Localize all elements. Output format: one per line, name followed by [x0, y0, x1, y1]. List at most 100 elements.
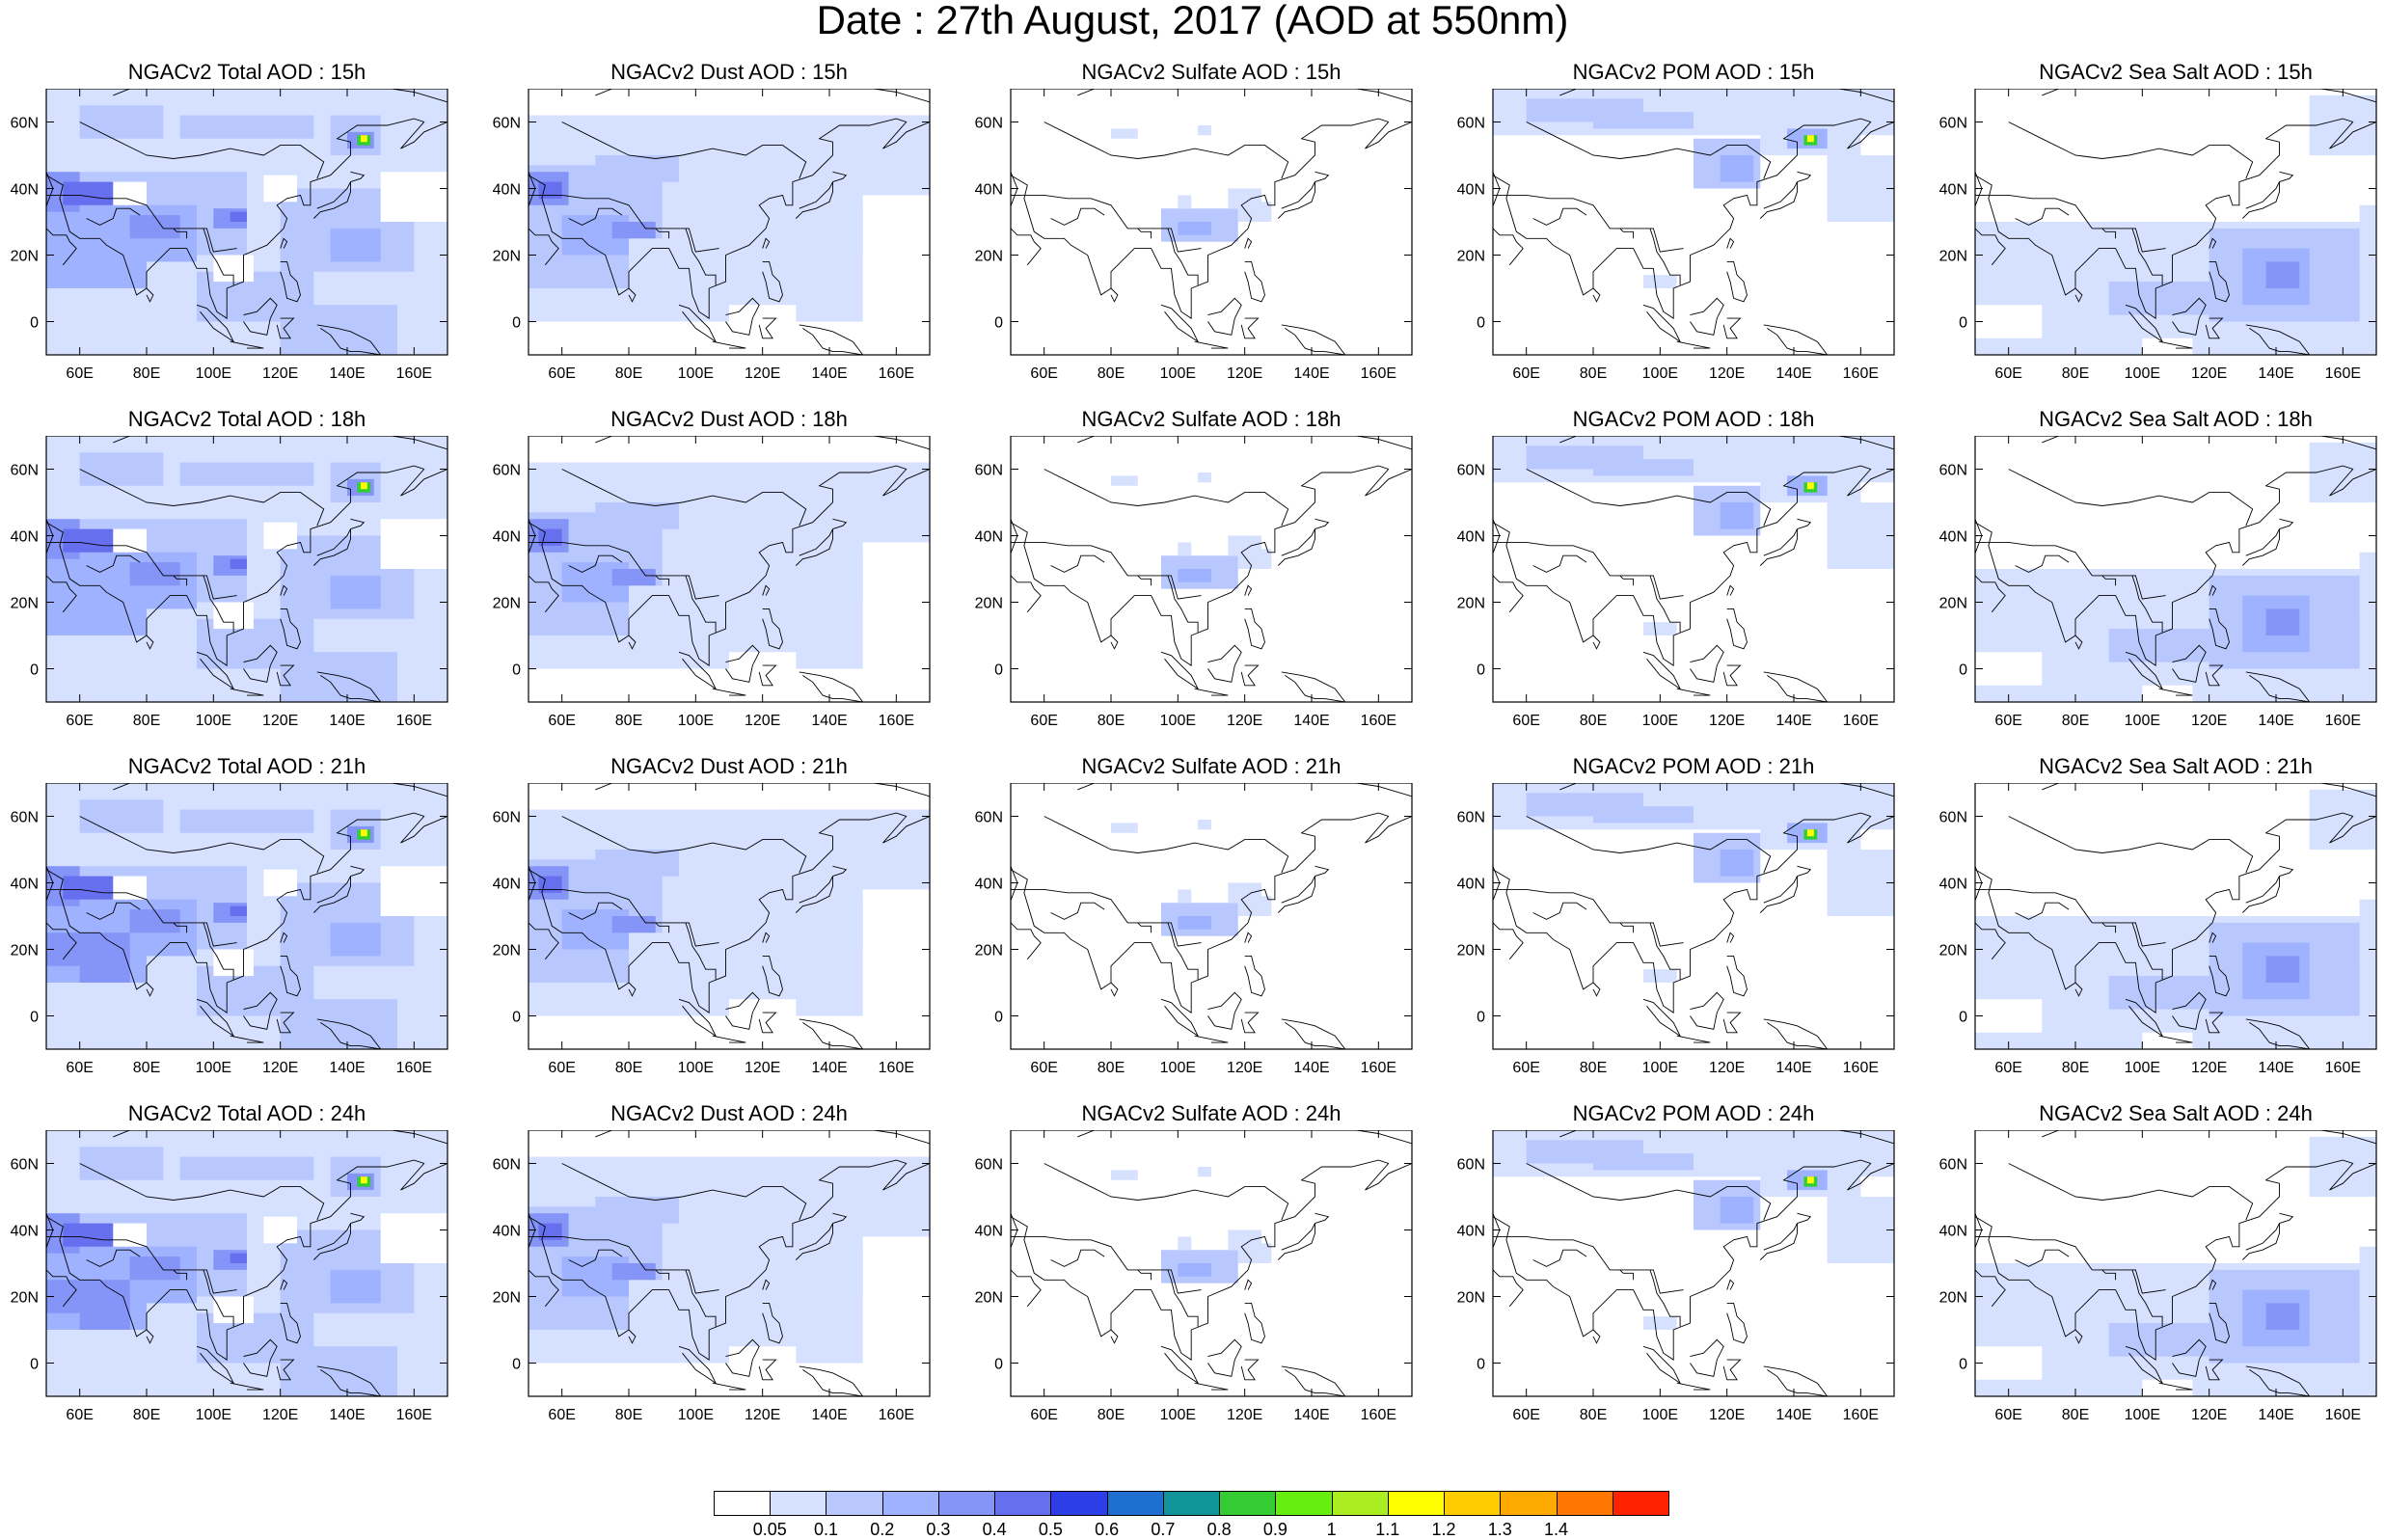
lon-tick-label: 80E: [2062, 1060, 2089, 1076]
lon-tick-label: 80E: [2062, 1407, 2089, 1423]
coastline: [1244, 932, 1253, 943]
coastline: [712, 340, 746, 349]
coastline: [1277, 528, 1315, 566]
lon-tick-label: 160E: [879, 1060, 914, 1076]
lat-tick-label: 20N: [1457, 596, 1485, 612]
lat-tick-label: 60N: [11, 463, 39, 479]
colorbar-label: 0.6: [1095, 1520, 1120, 1539]
lon-tick-label: 100E: [1160, 365, 1196, 382]
lat-tick-label: 40N: [975, 529, 1003, 546]
panel-title: NGACv2 Dust AOD : 21h: [610, 754, 848, 778]
coastline: [312, 876, 351, 913]
coastline: [1493, 1235, 1684, 1294]
coastline: [1167, 922, 1199, 980]
coastline: [1975, 172, 2006, 266]
coastline: [1975, 1159, 2376, 1361]
coastline: [762, 1279, 771, 1290]
aod-cell: [280, 305, 397, 355]
lat-tick-label: 20N: [11, 249, 39, 265]
coastline: [276, 664, 295, 687]
lon-tick-label: 120E: [1227, 713, 1262, 729]
aod-cell: [2142, 1379, 2193, 1396]
coastline: [280, 1279, 288, 1290]
aod-cell: [360, 829, 367, 837]
aod-cell: [63, 1223, 114, 1247]
coastline: [528, 194, 719, 253]
aod-map: 60E 80E 100E 120E 140E 160E 60N 40N 20N 0: [11, 89, 448, 382]
coastline: [1759, 876, 1798, 913]
coastline: [2205, 1359, 2224, 1381]
aod-cell: [1720, 502, 1754, 529]
aod-cell: [330, 228, 381, 262]
coastline: [1763, 1018, 1829, 1049]
coastline: [1532, 207, 1587, 226]
coastline: [1676, 688, 1711, 696]
aod-cell: [179, 809, 314, 833]
lon-tick-label: 100E: [196, 1407, 231, 1423]
lon-tick-label: 120E: [2191, 713, 2227, 729]
coastline: [1244, 1302, 1265, 1344]
map-frame: [1010, 89, 1413, 356]
coastline: [86, 1249, 141, 1267]
coastline: [561, 1163, 807, 1221]
coastline: [1759, 1223, 1798, 1260]
coastline: [2074, 287, 2083, 303]
lon-tick-label: 100E: [678, 1407, 714, 1423]
coastline: [1726, 932, 1735, 943]
coastline: [528, 866, 559, 960]
coastline: [2101, 228, 2117, 239]
lon-tick-label: 160E: [2325, 1060, 2361, 1076]
aod-cell: [1806, 829, 1814, 837]
aod-cell: [2265, 956, 2300, 983]
aod-field: [528, 115, 930, 355]
colorbar-label: 1.2: [1431, 1520, 1456, 1539]
coastline: [1244, 955, 1265, 997]
colorbar-label: 0.05: [752, 1520, 787, 1539]
lat-tick-label: 40N: [493, 182, 521, 199]
panel-title: NGACv2 POM AOD : 21h: [1572, 754, 1815, 778]
coastline: [528, 465, 930, 666]
lon-tick-label: 80E: [615, 713, 642, 729]
aod-cell: [280, 1346, 397, 1396]
coastline: [1726, 1279, 1735, 1290]
aod-cell: [595, 850, 679, 877]
coastline: [712, 1382, 746, 1391]
aod-cell: [79, 1147, 164, 1180]
aod-field: [1975, 1136, 2376, 1396]
aod-cell: [1643, 969, 1677, 983]
lat-tick-label: 60N: [1939, 1157, 1967, 1174]
panel-title: NGACv2 Sea Salt AOD : 21h: [2039, 754, 2313, 778]
aod-cell: [79, 1280, 130, 1330]
aod-cell: [729, 999, 797, 1049]
coastline: [86, 207, 141, 226]
aod-field: [1975, 95, 2376, 355]
aod-field: [1975, 789, 2376, 1049]
aod-cell: [263, 522, 297, 550]
coastline: [1493, 465, 1894, 666]
coastline: [655, 922, 670, 933]
coastline: [243, 297, 278, 336]
coastline: [758, 664, 777, 687]
aod-cell: [1111, 128, 1138, 139]
coastline: [276, 1359, 295, 1381]
map-panel-sea-salt-row-2: NGACv2 Sea Salt AOD : 18h 60E 80E 100E 120E 1…: [1929, 407, 2385, 741]
aod-cell: [729, 1346, 797, 1396]
lat-tick-label: 60N: [975, 810, 1003, 826]
aod-cell: [1111, 1170, 1138, 1180]
coastline: [1277, 876, 1315, 913]
aod-cell: [729, 1246, 863, 1297]
coastline: [1167, 228, 1199, 285]
lat-tick-label: 20N: [493, 596, 521, 612]
lon-tick-label: 80E: [1580, 1407, 1607, 1423]
colorbar-label: 1: [1326, 1520, 1337, 1539]
lon-tick-label: 60E: [66, 713, 93, 729]
map-panel-sulfate-row-4: NGACv2 Sulfate AOD : 24h 60E 80E 100E 120E 14…: [964, 1101, 1452, 1435]
aod-map: 60E 80E 100E 120E 140E 160E 60N 40N 20N 0: [1939, 436, 2377, 729]
coastline: [1532, 1249, 1587, 1267]
aod-cell: [2359, 1246, 2376, 1313]
lat-tick-label: 60N: [1939, 463, 1967, 479]
lon-tick-label: 60E: [1030, 365, 1057, 382]
lat-tick-label: 20N: [1939, 249, 1967, 265]
aod-map: 60E 80E 100E 120E 140E 160E 60N 40N 20N 0: [1457, 89, 1895, 382]
lon-tick-label: 100E: [678, 365, 714, 382]
